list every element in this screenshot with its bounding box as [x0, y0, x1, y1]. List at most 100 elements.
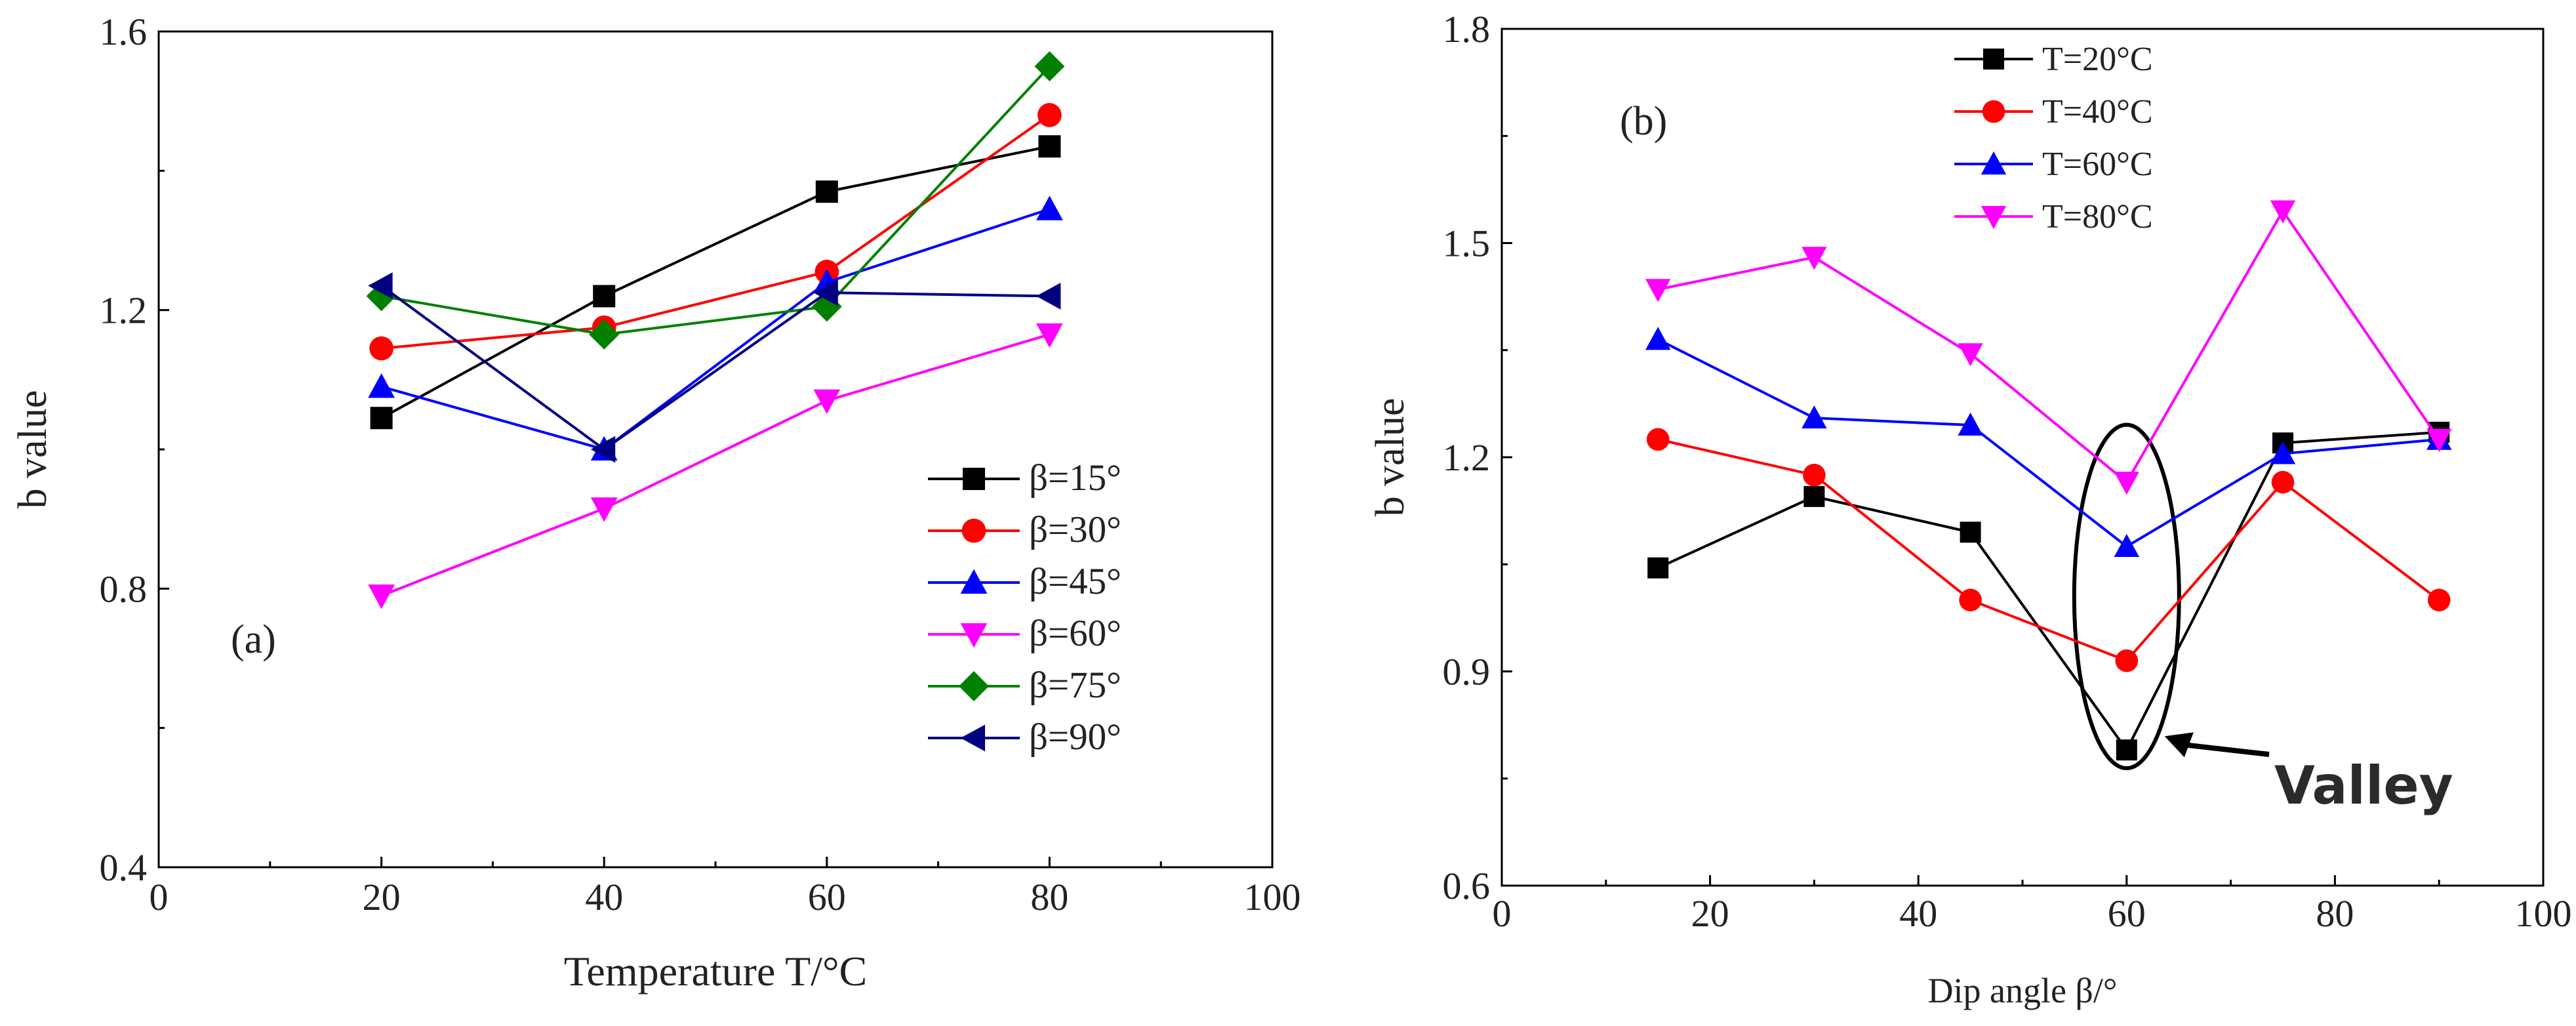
panel-b-legend-swatch-marker: [1981, 151, 2007, 174]
panel-b-legend-swatch-marker: [1982, 100, 2005, 123]
valley-arrow-line: [2184, 742, 2270, 757]
panel-b-data-point: [1801, 247, 1827, 270]
panel-a-x-axis-title: Temperature T/°C: [564, 948, 867, 995]
panel-b-data-point: [2427, 588, 2451, 611]
panel-b-y-axis-title: b value: [1368, 398, 1413, 517]
panel-b-y-tick-label: 0.9: [1443, 651, 1491, 693]
panel-a-data-point: [590, 497, 618, 522]
panel-b-legend: T=20°C T=40°C T=60°C T=80°C: [1954, 41, 2153, 236]
panel-a-x-tick-label: 100: [1244, 876, 1301, 918]
panel-b-data-point: [2114, 472, 2139, 495]
panel-b-chart: (b) Dip angle β/° b value Valley 0 20 40 60…: [1368, 8, 2572, 1010]
panel-a-x-tick-label: 40: [585, 876, 623, 918]
panel-a-y-tick-label: 0.4: [100, 846, 148, 889]
panel-a-data-point: [813, 279, 838, 306]
panel-b-data-point: [2426, 428, 2452, 452]
panel-b-data-point: [2271, 470, 2295, 494]
panel-b-legend-swatch-marker: [1983, 49, 2004, 70]
panel-b-x-axis-title: Dip angle β/°: [1927, 971, 2117, 1010]
panel-a-series-line-5: [381, 65, 1051, 336]
panel-a-data-point: [368, 373, 395, 398]
panel-a-chart: (a) Temperature T/°C b value 0 20 40 60 80 10…: [10, 10, 1301, 995]
panel-a-legend-label: β=45°: [1029, 561, 1121, 602]
panel-a-legend-label: β=30°: [1029, 509, 1121, 550]
panel-a-data-point: [815, 180, 838, 203]
valley-arrow-head: [2164, 732, 2194, 758]
panel-b-data-point: [1803, 485, 1825, 507]
panel-a-data-point: [1034, 51, 1065, 82]
panel-b-series-line-4: [1657, 208, 2440, 485]
panel-b-y-tick-label: 1.8: [1443, 8, 1491, 51]
panel-a-data-point: [1036, 195, 1063, 220]
panel-a-data-point: [369, 336, 393, 361]
panel-a-x-tick-label: 0: [150, 876, 169, 918]
panel-a-data-point: [1038, 135, 1061, 158]
panel-a-data-point: [1036, 323, 1063, 348]
panel-a-legend: β=15° β=30° β=45° β=60° β=75° β=90°: [928, 457, 1121, 758]
panel-a-legend-swatch-marker: [961, 518, 986, 543]
panel-b-series-line-2: [1657, 438, 2440, 663]
panel-b-series-line-3: [1657, 338, 2440, 548]
panel-a-data-point: [593, 285, 616, 308]
panel-a-legend-swatch-marker: [960, 623, 988, 648]
panel-a-y-tick-label: 0.8: [100, 567, 148, 610]
panel-b-x-tick-label: 40: [1899, 892, 1937, 935]
panel-a-legend-label: β=90°: [1029, 716, 1121, 758]
panel-a-legend-swatch-marker: [960, 724, 985, 752]
panel-b-legend-label: T=60°C: [2042, 146, 2153, 183]
panel-a-legend-swatch-marker: [963, 468, 985, 490]
panel-a-data-point: [368, 272, 393, 299]
panel-b-x-tick-label: 0: [1493, 892, 1512, 935]
panel-a-x-tick-label: 80: [1030, 876, 1068, 918]
panel-b-legend-label: T=80°C: [2042, 198, 2153, 236]
panel-a-y-tick-label: 1.6: [100, 10, 148, 53]
panel-a-data-point: [590, 436, 616, 463]
panel-b-y-tick-label: 1.5: [1443, 222, 1491, 265]
panel-a-x-tick-label: 20: [363, 876, 401, 918]
panel-b-data-point: [1960, 522, 1981, 543]
panel-b-x-tick-label: 100: [2515, 892, 2572, 935]
panel-a-legend-swatch-marker: [959, 671, 989, 701]
panel-a-legend-label: β=60°: [1029, 613, 1121, 654]
panel-b-data-point: [1645, 279, 1671, 302]
panel-a-data-point: [813, 389, 841, 415]
panel-a-legend-label: β=15°: [1029, 457, 1121, 499]
panel-a-data-point: [589, 319, 620, 350]
panel-a-label: (a): [231, 617, 276, 662]
panel-a-y-tick-label: 1.2: [100, 289, 148, 332]
panel-b-y-tick-label: 0.6: [1443, 865, 1491, 907]
panel-b-data-point: [1646, 428, 1670, 451]
panel-b-label: (b): [1620, 99, 1667, 144]
panel-a-series-line-2: [381, 113, 1051, 350]
panel-a-data-point: [368, 584, 395, 609]
panel-a-y-axis-title: b value: [10, 390, 55, 509]
panel-a-x-tick-label: 60: [808, 876, 846, 918]
panel-b-series-line-1: [1657, 430, 2440, 753]
panel-b-data-point: [1647, 557, 1669, 579]
panel-b-x-tick-label: 80: [2316, 892, 2354, 935]
valley-annotation-text: Valley: [2274, 755, 2453, 816]
panel-b-legend-swatch-marker: [1981, 206, 2007, 230]
panel-b-x-tick-label: 60: [2108, 892, 2146, 935]
panel-a-series-line-4: [380, 333, 1050, 597]
panel-a-legend-swatch-marker: [960, 569, 988, 594]
panel-b-legend-label: T=40°C: [2042, 93, 2153, 131]
panel-b-data-point: [1958, 412, 1983, 436]
panel-b-data-point: [1958, 343, 1983, 367]
panel-a-data-point: [1036, 283, 1061, 310]
panel-b-data-point: [2270, 200, 2296, 224]
panel-b-y-tick-label: 1.2: [1443, 436, 1491, 479]
panel-b-data-point: [2115, 649, 2139, 672]
panel-a-series-line-6: [380, 284, 1050, 451]
panel-b-data-point: [2114, 533, 2139, 558]
valley-ellipse: [2072, 422, 2181, 770]
panel-b-data-point: [1801, 405, 1827, 429]
panel-b-data-point: [2116, 739, 2137, 761]
panel-b-data-point: [1645, 327, 1671, 350]
panel-b-data-point: [1803, 463, 1826, 487]
panel-b-x-tick-label: 20: [1691, 892, 1729, 935]
panel-a-data-point: [1037, 103, 1062, 127]
panel-a-legend-label: β=75°: [1029, 665, 1121, 706]
panel-b-legend-label: T=20°C: [2042, 41, 2153, 78]
